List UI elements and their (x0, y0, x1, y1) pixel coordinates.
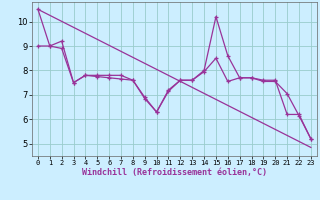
X-axis label: Windchill (Refroidissement éolien,°C): Windchill (Refroidissement éolien,°C) (82, 168, 267, 177)
